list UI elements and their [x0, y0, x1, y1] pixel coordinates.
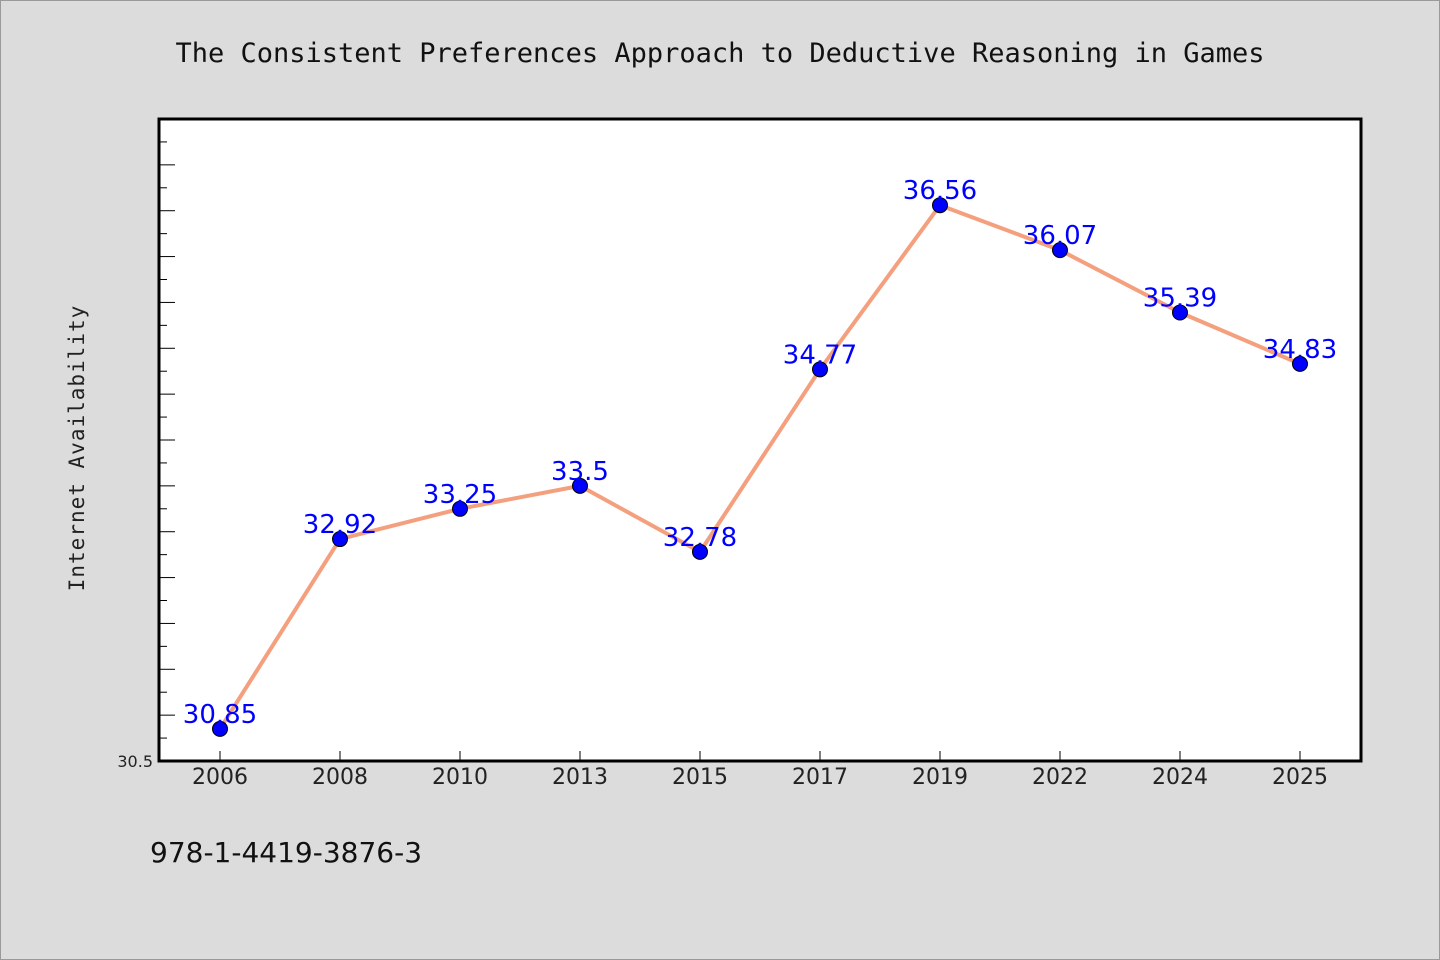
x-axis-ticks: 2006 2008 2010 2013 2015 2017 2019 2022 2024 2025: [192, 751, 1328, 790]
data-point-2013: [572, 477, 588, 494]
data-point-2010: [452, 500, 468, 517]
data-label-2013: 33.5: [551, 457, 609, 487]
chart-title: The Consistent Preferences Approach to D…: [175, 38, 1264, 69]
data-point-2024: [1172, 304, 1188, 321]
data-point-2008: [332, 531, 348, 548]
data-point-2017: [812, 361, 828, 378]
x-tick-label: 2022: [1032, 765, 1088, 790]
x-tick-label: 2008: [312, 765, 368, 790]
isbn-footer: 978-1-4419-3876-3: [150, 836, 422, 869]
series-line: [218, 203, 1302, 731]
x-tick-label: 2015: [672, 765, 728, 790]
data-label-2006: 30.85: [183, 700, 257, 730]
data-label-2017: 34.77: [783, 340, 857, 370]
y-axis-ticks: 30.5: [117, 118, 175, 771]
data-point-2022: [1052, 242, 1068, 259]
x-tick-label: 2010: [432, 765, 488, 790]
data-label-2022: 36.07: [1023, 221, 1097, 251]
data-label-2024: 35.39: [1143, 284, 1217, 314]
data-label-2019: 36.56: [903, 176, 977, 206]
x-tick-label: 2019: [912, 765, 968, 790]
x-tick-label: 2013: [552, 765, 608, 790]
plot-area: [157, 117, 1363, 763]
data-label-2015: 32.78: [663, 523, 737, 553]
y-axis-label: Internet Availability: [65, 305, 89, 592]
data-labels: 30.85 32.92 33.25 33.5 32.78 34.77 36.56 36.07 3…: [183, 176, 1337, 730]
data-label-2008: 32.92: [303, 510, 377, 540]
x-tick-label: 2025: [1272, 765, 1328, 790]
data-point-2015: [692, 543, 708, 560]
data-point-2019: [932, 197, 948, 214]
data-point-2025: [1292, 355, 1308, 372]
data-label-2010: 33.25: [423, 480, 497, 510]
data-point-2006: [212, 720, 228, 737]
data-label-2025: 34.83: [1263, 335, 1337, 365]
data-markers: [212, 197, 1308, 737]
x-tick-label: 2024: [1152, 765, 1208, 790]
y-tick-label: 30.5: [117, 752, 153, 771]
x-tick-label: 2017: [792, 765, 848, 790]
x-tick-label: 2006: [192, 765, 248, 790]
series-line-group: [218, 203, 1302, 731]
